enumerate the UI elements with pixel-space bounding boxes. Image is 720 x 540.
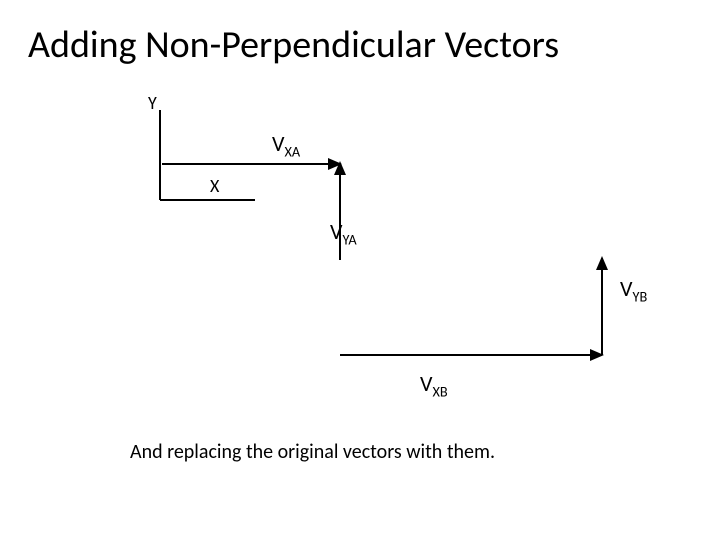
vector-label-vxb: VXB — [420, 370, 448, 400]
vector-label-vxb-base: V — [420, 370, 432, 397]
vector-label-vya-base: V — [330, 218, 342, 245]
vector-label-vxa-sub: XA — [284, 142, 300, 160]
vector-label-vya: VYA — [330, 218, 357, 248]
vector-label-vyb-sub: YB — [632, 287, 647, 305]
vector-label-vxa-base: V — [272, 130, 284, 157]
axis-label-x: X — [210, 175, 219, 197]
vector-label-vxb-sub: XB — [432, 382, 447, 400]
axis-label-y: Y — [148, 92, 157, 114]
vector-label-vxa: VXA — [272, 130, 300, 160]
vector-label-vya-sub: YA — [342, 230, 356, 248]
slide-caption: And replacing the original vectors with … — [130, 440, 495, 464]
vector-label-vyb: VYB — [620, 275, 647, 305]
vector-label-vyb-base: V — [620, 275, 632, 302]
slide: Adding Non-Perpendicular Vectors Y X VXA… — [0, 0, 720, 540]
